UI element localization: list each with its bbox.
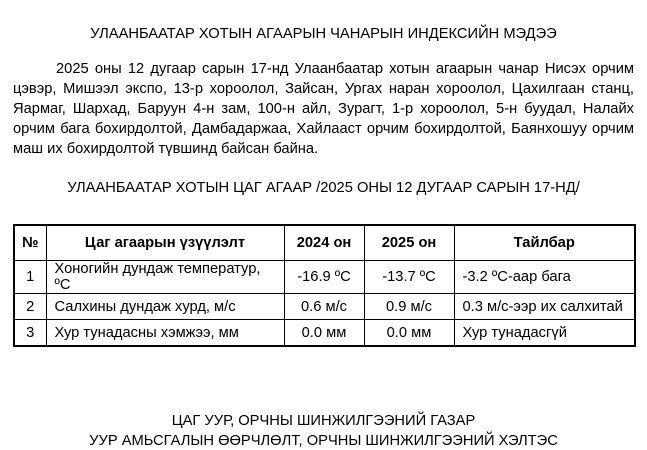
table-row: 2 Салхины дундаж хурд, м/с 0.6 м/с 0.9 м… bbox=[13, 293, 636, 320]
row-value-2024: -16.9 ºС bbox=[283, 260, 365, 294]
header-number: № bbox=[13, 224, 47, 261]
row-value-2025: -13.7 ºС bbox=[363, 260, 455, 294]
row-number: 2 bbox=[13, 293, 47, 320]
row-value-2025: 0.9 м/с bbox=[363, 293, 455, 320]
header-year-2025: 2025 он bbox=[363, 224, 455, 261]
header-year-2024: 2024 он bbox=[283, 224, 365, 261]
table-row: 3 Хур тунадасны хэмжээ, мм 0.0 мм 0.0 мм… bbox=[13, 319, 636, 347]
row-note: Хур тунадасгүй bbox=[453, 319, 636, 347]
table-row: 1 Хоногийн дундаж температур, ºС -16.9 º… bbox=[13, 260, 636, 294]
row-number: 1 bbox=[13, 260, 47, 294]
row-note: -3.2 ºС-аар бага bbox=[453, 260, 636, 294]
header-indicator: Цаг агаарын үзүүлэлт bbox=[45, 224, 285, 261]
air-quality-summary-paragraph: 2025 оны 12 дугаар сарын 17-нд Улаанбаат… bbox=[13, 61, 634, 157]
weather-section-title: УЛААНБААТАР ХОТЫН ЦАГ АГААР /2025 ОНЫ 12… bbox=[67, 180, 580, 196]
page-title: УЛААНБААТАР ХОТЫН АГААРЫН ЧАНАРЫН ИНДЕКС… bbox=[90, 26, 557, 42]
header-note: Тайлбар bbox=[453, 224, 636, 261]
footer-department-line: УУР АМЬСГАЛЫН ӨӨРЧЛӨЛТ, ОРЧНЫ ШИНЖИЛГЭЭН… bbox=[89, 433, 558, 449]
row-value-2024: 0.6 м/с bbox=[283, 293, 365, 320]
row-note: 0.3 м/с-ээр их салхитай bbox=[453, 293, 636, 320]
row-value-2024: 0.0 мм bbox=[283, 319, 365, 347]
table-header-row: № Цаг агаарын үзүүлэлт 2024 он 2025 он Т… bbox=[13, 224, 636, 261]
footer-organization-line: ЦАГ УУР, ОРЧНЫ ШИНЖИЛГЭЭНИЙ ГАЗАР bbox=[171, 413, 476, 429]
row-indicator: Хур тунадасны хэмжээ, мм bbox=[45, 319, 285, 347]
row-value-2025: 0.0 мм bbox=[363, 319, 455, 347]
document-footer: ЦАГ УУР, ОРЧНЫ ШИНЖИЛГЭЭНИЙ ГАЗАР УУР АМ… bbox=[0, 411, 647, 450]
row-indicator: Хоногийн дундаж температур, ºС bbox=[45, 260, 285, 294]
row-number: 3 bbox=[13, 319, 47, 347]
weather-table: № Цаг агаарын үзүүлэлт 2024 он 2025 он Т… bbox=[13, 224, 636, 347]
row-indicator: Салхины дундаж хурд, м/с bbox=[45, 293, 285, 320]
